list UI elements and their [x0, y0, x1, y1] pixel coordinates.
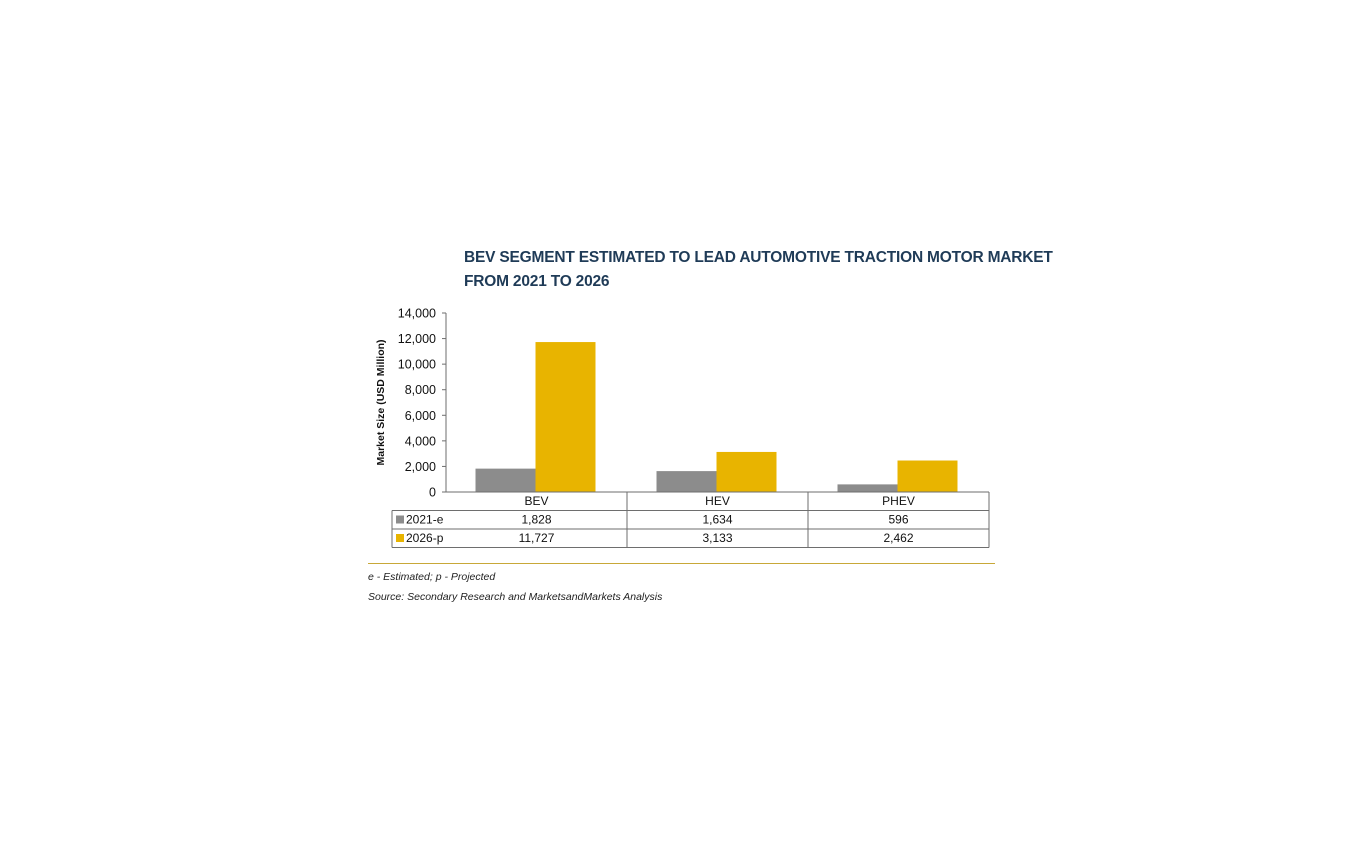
- bar-2026-p-BEV: [535, 342, 596, 492]
- legend-swatch-2026-p: [396, 534, 404, 542]
- bar-2021-e-BEV: [475, 468, 536, 492]
- x-category-label: PHEV: [882, 494, 915, 508]
- chart-title-line-1: BEV SEGMENT ESTIMATED TO LEAD AUTOMOTIVE…: [464, 249, 1053, 266]
- y-tick-label: 2,000: [405, 460, 436, 474]
- data-label: 1,634: [702, 513, 732, 527]
- bar-2026-p-HEV: [716, 451, 777, 492]
- data-table: BEV HEV PHEV 2021-e 1,828 1,634 596 2026-p 11,72…: [391, 491, 990, 548]
- data-label: 2,462: [883, 531, 913, 545]
- bar-2021-e-HEV: [656, 471, 717, 492]
- footer-rule: [368, 563, 995, 564]
- footnote: e - Estimated; p - Projected: [368, 571, 496, 583]
- y-axis-label: Market Size (USD Million): [375, 339, 387, 465]
- y-tick-label: 6,000: [405, 409, 436, 423]
- bar-2026-p-PHEV: [897, 460, 958, 492]
- y-tick-label: 0: [429, 486, 436, 500]
- legend-label-2021-e: 2021-e: [406, 513, 444, 527]
- y-tick-label: 8,000: [405, 383, 436, 397]
- bars: [475, 342, 958, 492]
- legend-label-2026-p: 2026-p: [406, 531, 444, 545]
- x-category-label: HEV: [705, 494, 730, 508]
- data-label: 596: [888, 513, 908, 527]
- data-label: 3,133: [702, 531, 732, 545]
- data-label: 11,727: [519, 531, 555, 545]
- y-tick-label: 12,000: [398, 332, 436, 346]
- source-note: Source: Secondary Research and Marketsan…: [368, 591, 663, 603]
- chart-title-line-2: FROM 2021 TO 2026: [464, 273, 610, 290]
- x-category-label: BEV: [524, 494, 548, 508]
- y-tick-label: 14,000: [398, 307, 436, 321]
- bar-2021-e-PHEV: [837, 484, 898, 492]
- y-tick-label: 4,000: [405, 434, 436, 448]
- legend-swatch-2021-e: [396, 515, 404, 524]
- chart-title: BEV SEGMENT ESTIMATED TO LEAD AUTOMOTIVE…: [464, 246, 1053, 294]
- y-tick-label: 10,000: [398, 358, 436, 372]
- data-label: 1,828: [521, 513, 551, 527]
- axes: 0 2,000 4,000 6,000 8,000 10,000 12,000 14,000 M…: [375, 307, 447, 500]
